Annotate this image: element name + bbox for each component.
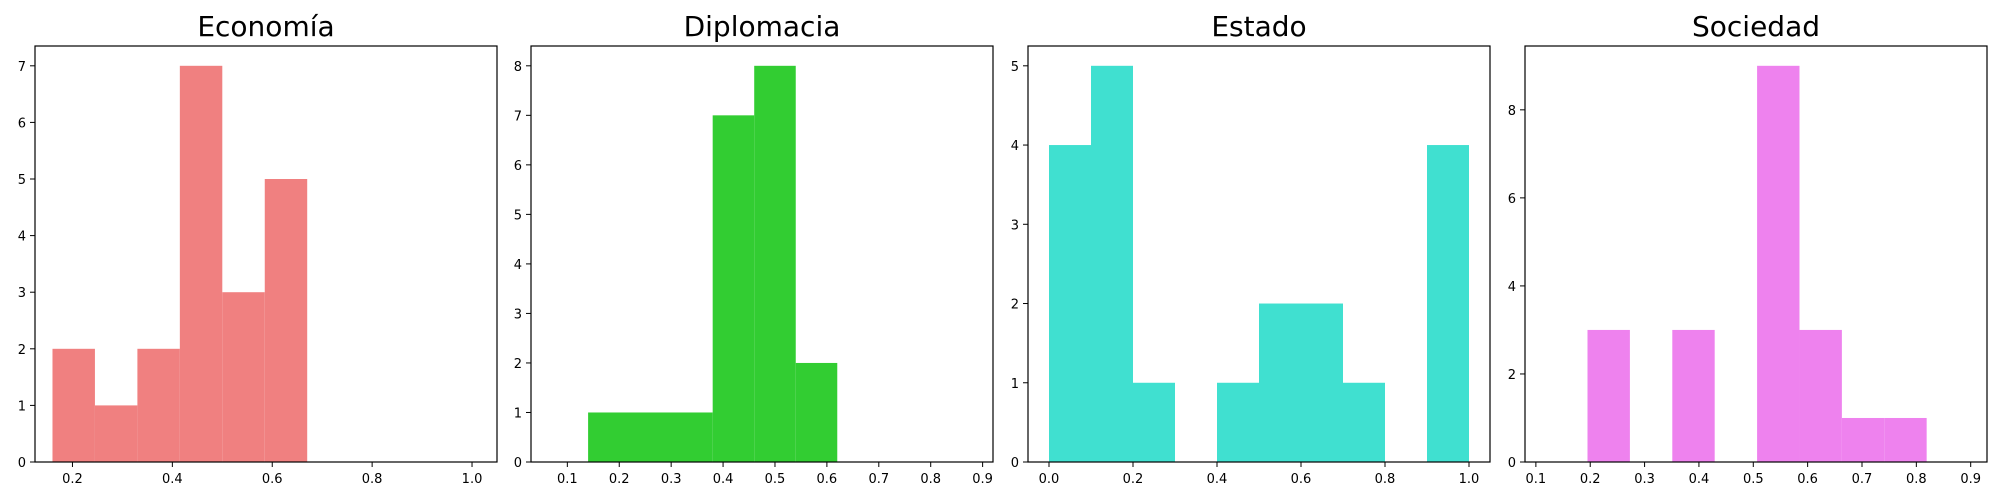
y-tick-label: 1 [1011, 377, 1019, 392]
chart-title: Economía [197, 10, 334, 43]
histogram-bar [1343, 382, 1385, 462]
y-tick-label: 2 [514, 357, 522, 372]
histogram-bar [1133, 382, 1175, 462]
histogram-bar [264, 179, 308, 462]
histogram-panel-2: 0.1 0.2 0.3 0.4 0.5 0.6 0.7 0.8 0.9 0 1 2 3 4 5 6 7 8 Dipl… [514, 10, 994, 487]
histogram-bar [1841, 417, 1885, 462]
chart-title: Sociedad [1692, 10, 1820, 43]
histogram-bar [1217, 382, 1259, 462]
x-tick-label: 0.1 [557, 472, 578, 487]
x-tick-label: 0.4 [713, 472, 734, 487]
histogram-bar [1259, 303, 1301, 462]
x-tick-label: 0.6 [1291, 472, 1312, 487]
x-tick-label: 0.5 [1743, 472, 1764, 487]
histogram-panel-3: 0.0 0.2 0.4 0.6 0.8 1.0 0 1 2 3 4 5 Estado [1011, 10, 1491, 487]
x-tick-label: 0.6 [817, 472, 838, 487]
histogram-bar [1587, 329, 1630, 462]
x-tick-label: 0.4 [162, 472, 183, 487]
x-tick-label: 0.6 [1797, 472, 1818, 487]
y-tick-label: 7 [18, 60, 26, 75]
x-tick-label: 0.8 [362, 472, 383, 487]
x-tick-label: 0.1 [1526, 472, 1547, 487]
y-tick-label: 0 [1011, 456, 1019, 471]
histogram-bar [1301, 303, 1343, 462]
x-tick-label: 0.5 [765, 472, 786, 487]
y-tick-label: 1 [18, 399, 26, 414]
histogram-bar [754, 65, 796, 463]
x-tick-label: 0.4 [1207, 472, 1228, 487]
x-tick-label: 0.8 [920, 472, 941, 487]
histogram-bar [52, 348, 95, 462]
y-tick-label: 4 [514, 258, 522, 273]
y-tick-label: 0 [514, 456, 522, 471]
y-tick-label: 2 [1508, 368, 1516, 383]
x-tick-label: 0.2 [1123, 472, 1144, 487]
histogram-panel-4: 0.1 0.2 0.3 0.4 0.5 0.6 0.7 0.8 0.9 0 2 4 6 8 Sociedad [1508, 10, 1988, 487]
histogram-bar [712, 115, 755, 462]
y-tick-label: 3 [514, 307, 522, 322]
x-tick-label: 1.0 [1459, 472, 1480, 487]
x-tick-label: 0.8 [1906, 472, 1927, 487]
histogram-panel-1: 0.2 0.4 0.6 0.8 1.0 0 1 2 3 4 5 6 7 Economía [18, 10, 498, 487]
x-tick-label: 1.0 [462, 472, 483, 487]
histogram-bar [94, 405, 138, 462]
plot-frame [1524, 45, 1988, 463]
x-tick-label: 0.3 [1634, 472, 1655, 487]
y-tick-label: 3 [1011, 218, 1019, 233]
histogram-bar [1884, 417, 1927, 462]
histogram-bar [1799, 329, 1842, 462]
y-tick-label: 2 [18, 343, 26, 358]
histogram-bar [1427, 145, 1469, 463]
x-tick-label: 0.9 [972, 472, 993, 487]
histogram-bar [179, 65, 223, 463]
y-tick-label: 5 [1011, 60, 1019, 75]
x-tick-label: 0.0 [1039, 472, 1060, 487]
x-tick-label: 0.3 [661, 472, 682, 487]
plot-frame [530, 45, 994, 463]
y-tick-label: 2 [1011, 298, 1019, 313]
y-tick-label: 8 [1508, 104, 1516, 119]
x-tick-label: 0.6 [262, 472, 283, 487]
y-tick-label: 7 [514, 109, 522, 124]
x-tick-label: 0.8 [1375, 472, 1396, 487]
y-tick-label: 8 [514, 60, 522, 75]
y-tick-label: 4 [18, 230, 26, 245]
plot-frame [1027, 45, 1491, 463]
histogram-bar [588, 412, 713, 462]
histogram-bar [1049, 145, 1091, 463]
chart-title: Diplomacia [684, 10, 841, 43]
histogram-bar [137, 348, 180, 462]
y-tick-label: 0 [18, 456, 26, 471]
x-tick-label: 0.7 [1852, 472, 1873, 487]
y-tick-label: 6 [1508, 192, 1516, 207]
y-tick-label: 4 [1508, 280, 1516, 295]
x-tick-label: 0.9 [1960, 472, 1981, 487]
y-tick-label: 1 [514, 406, 522, 421]
chart-title: Estado [1211, 10, 1306, 43]
histogram-bar [1091, 65, 1133, 463]
x-tick-label: 0.2 [609, 472, 630, 487]
y-tick-label: 5 [18, 173, 26, 188]
x-tick-label: 0.7 [868, 472, 889, 487]
y-tick-label: 0 [1508, 456, 1516, 471]
x-tick-label: 0.4 [1689, 472, 1710, 487]
y-tick-label: 3 [18, 286, 26, 301]
histogram-bar [222, 292, 265, 462]
x-tick-label: 0.2 [1580, 472, 1601, 487]
histogram-bar [1672, 329, 1715, 462]
plot-frame [34, 45, 498, 463]
histogram-bar [795, 362, 838, 462]
x-tick-label: 0.2 [62, 472, 83, 487]
histogram-bar [1757, 65, 1800, 463]
y-tick-label: 4 [1011, 139, 1019, 154]
y-tick-label: 5 [514, 208, 522, 223]
y-tick-label: 6 [514, 159, 522, 174]
y-tick-label: 6 [18, 116, 26, 131]
